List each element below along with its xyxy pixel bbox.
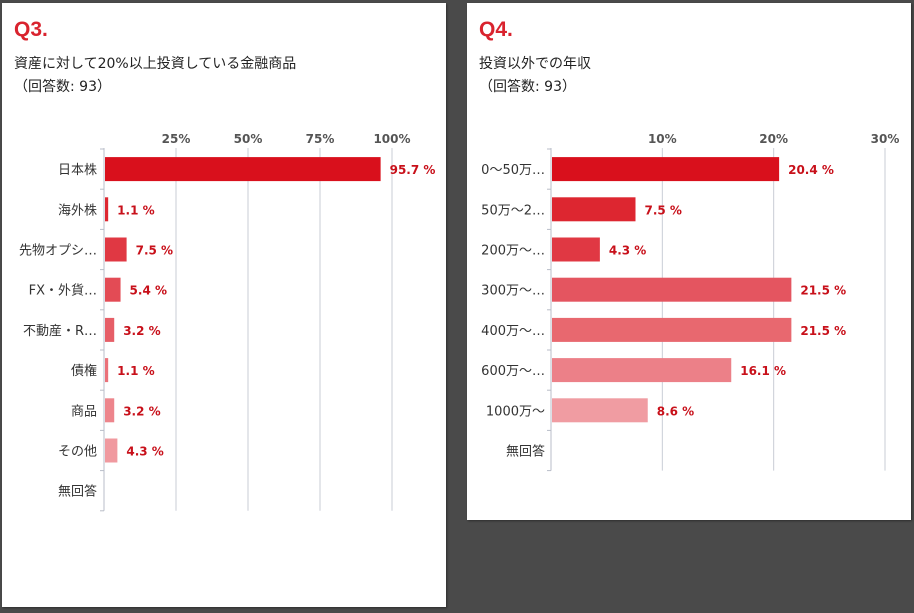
category-label: 1000万〜	[486, 404, 545, 419]
data-label: 4.3 %	[609, 244, 646, 258]
bar-chart-q3: 25% 50% 75% 100% 日本株 95.7 % 海外株 1.1 % 先物オプシ… 7.5 …	[19, 132, 436, 512]
question-number: Q4.	[479, 18, 513, 41]
x-tick-label: 100%	[373, 132, 410, 146]
bar	[552, 157, 780, 182]
category-label: 海外株	[58, 203, 97, 218]
x-tick-label: 20%	[759, 132, 788, 146]
chart-subtitle: （回答数: 93）	[479, 79, 576, 95]
data-label: 21.5 %	[800, 284, 846, 298]
chart-title: 投資以外での年収	[479, 56, 591, 72]
bar	[552, 317, 792, 342]
data-label: 8.6 %	[657, 404, 694, 418]
data-label: 1.1 %	[117, 364, 154, 378]
category-label: 50万〜2…	[481, 203, 545, 218]
data-label: 20.4 %	[788, 163, 834, 177]
data-label: 4.3 %	[126, 445, 163, 459]
bar	[105, 277, 121, 302]
x-tick-label: 50%	[234, 132, 263, 146]
category-label: 債権	[71, 363, 97, 379]
x-tick-label: 75%	[306, 132, 335, 146]
category-label: 400万〜…	[481, 324, 545, 339]
chart-subtitle: （回答数: 93）	[14, 79, 111, 95]
chart-title: 資産に対して20%以上投資している金融商品	[14, 56, 297, 72]
category-label: その他	[58, 445, 97, 460]
category-label: 0〜50万…	[481, 163, 545, 178]
bar	[105, 438, 118, 463]
bar	[105, 398, 115, 423]
data-label: 7.5 %	[645, 203, 682, 217]
bar	[105, 197, 109, 222]
category-label: 先物オプシ…	[19, 244, 97, 259]
data-label: 5.4 %	[130, 284, 167, 298]
category-label: 無回答	[506, 444, 545, 460]
category-label: 商品	[71, 404, 97, 419]
category-label: 300万〜…	[481, 284, 545, 299]
bar	[552, 237, 600, 262]
bar	[552, 398, 648, 423]
bar-chart-q4: 10% 20% 30% 0〜50万… 20.4 % 50万〜2… 7.5 % 200万〜… 4.…	[481, 132, 900, 472]
category-label: 不動産・R…	[23, 323, 97, 339]
bar	[105, 358, 109, 383]
data-label: 3.2 %	[123, 324, 160, 338]
chart-panel-q3: Q3. 資産に対して20%以上投資している金融商品 （回答数: 93） 25% 5…	[2, 3, 446, 607]
bar	[552, 277, 792, 302]
data-label: 95.7 %	[390, 163, 436, 177]
data-label: 3.2 %	[123, 404, 160, 418]
bar	[552, 358, 732, 383]
category-label: FX・外貨…	[29, 283, 97, 299]
category-label: 200万〜…	[481, 244, 545, 259]
data-label: 16.1 %	[740, 364, 786, 378]
question-number: Q3.	[14, 18, 48, 41]
bar	[105, 237, 127, 262]
data-label: 21.5 %	[800, 324, 846, 338]
bar	[105, 317, 115, 342]
chart-panel-q4: Q4. 投資以外での年収 （回答数: 93） 10% 20% 30% 0〜50万… 20…	[467, 3, 911, 520]
category-label: 無回答	[58, 484, 97, 500]
data-label: 7.5 %	[136, 244, 173, 258]
x-tick-label: 10%	[648, 132, 677, 146]
bar	[105, 157, 381, 182]
category-label: 600万〜…	[481, 364, 545, 379]
category-label: 日本株	[58, 163, 97, 178]
bar	[552, 197, 636, 222]
data-label: 1.1 %	[117, 203, 154, 217]
x-tick-label: 30%	[871, 132, 900, 146]
x-tick-label: 25%	[162, 132, 191, 146]
